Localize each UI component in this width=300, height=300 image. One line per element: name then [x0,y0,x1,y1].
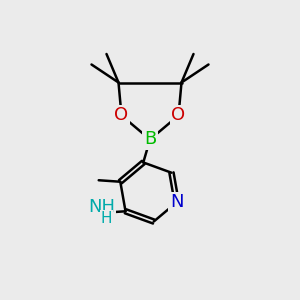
Text: NH: NH [88,198,115,216]
Text: B: B [144,130,156,148]
Text: O: O [171,106,186,124]
Text: N: N [170,193,183,211]
Text: O: O [114,106,129,124]
Text: H: H [100,211,112,226]
